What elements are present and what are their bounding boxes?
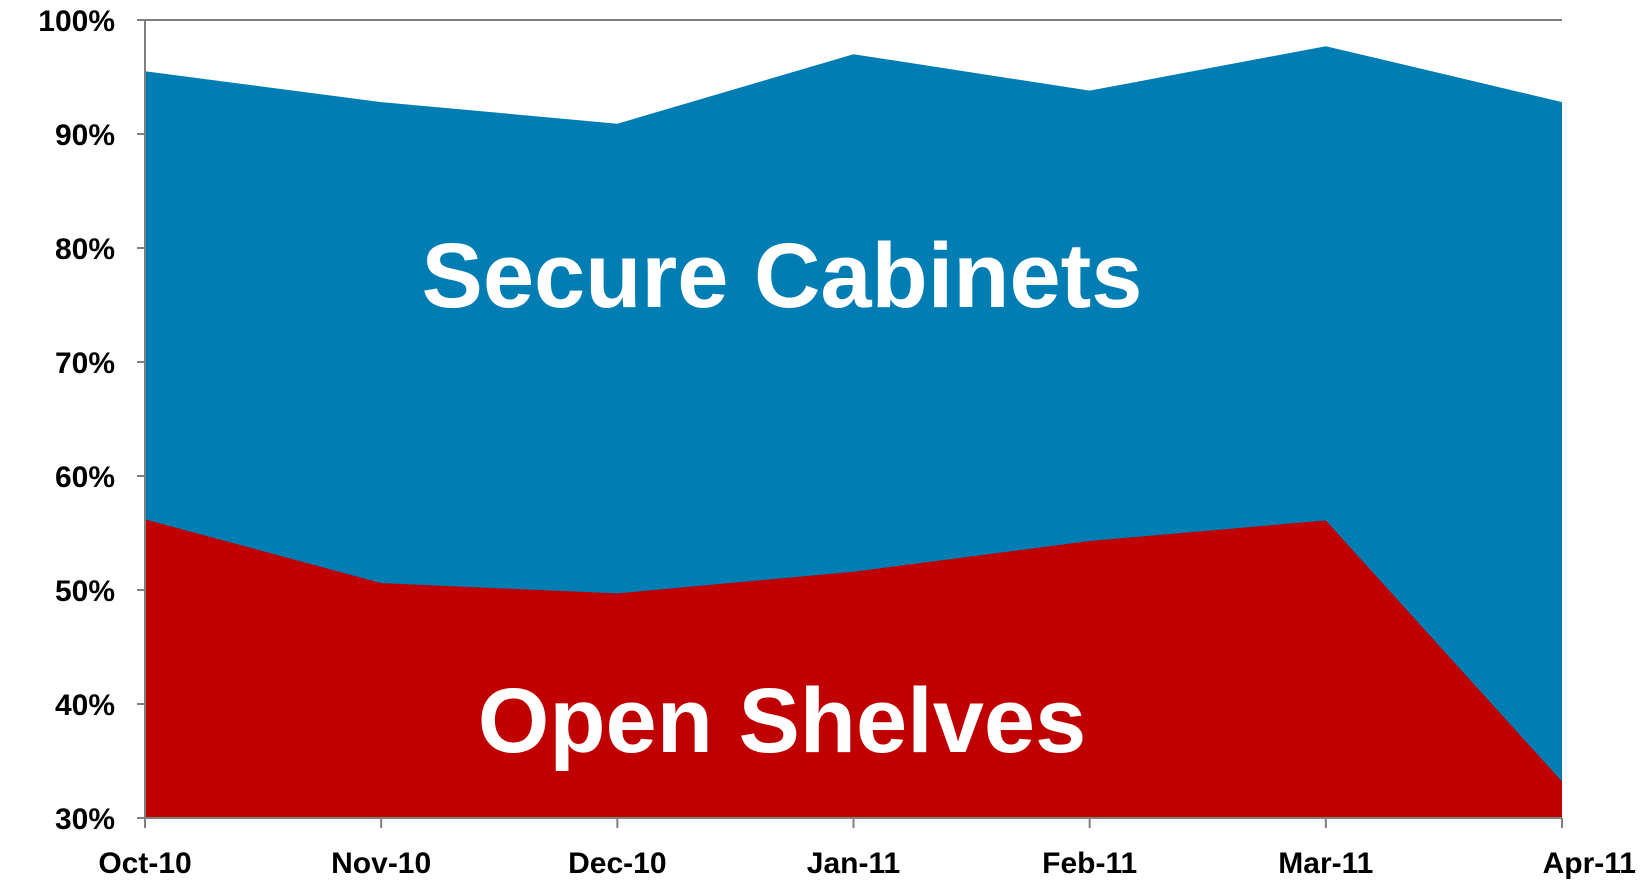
x-axis-ticks: Oct-10 Nov-10 Dec-10 Jan-11 Feb-11 Mar-11 Apr-… <box>98 818 1636 880</box>
y-tick-label: 100% <box>38 5 115 38</box>
y-tick-label: 60% <box>55 461 115 494</box>
x-tick-label: Mar-11 <box>1278 847 1373 880</box>
y-tick-label: 70% <box>55 347 115 380</box>
x-tick-label: Feb-11 <box>1042 847 1137 880</box>
y-tick-label: 50% <box>55 575 115 608</box>
y-tick-label: 40% <box>55 689 115 722</box>
x-tick-label: Oct-10 <box>98 847 191 880</box>
chart-areas <box>145 46 1562 819</box>
series-label-secure-cabinets: Secure Cabinets <box>422 225 1143 327</box>
series-label-open-shelves: Open Shelves <box>478 670 1086 772</box>
y-axis-ticks: 30% 40% 50% 60% 70% 80% 90% 100% <box>38 5 145 836</box>
y-tick-label: 80% <box>55 233 115 266</box>
x-tick-label: Apr-11 <box>1543 847 1636 880</box>
x-tick-label: Dec-10 <box>568 847 666 880</box>
y-tick-label: 30% <box>55 803 115 836</box>
area-open-shelves <box>145 519 1562 818</box>
y-tick-label: 90% <box>55 119 115 152</box>
x-tick-label: Nov-10 <box>331 847 431 880</box>
series-labels: Secure Cabinets Open Shelves <box>422 225 1143 772</box>
x-tick-label: Jan-11 <box>807 847 900 880</box>
